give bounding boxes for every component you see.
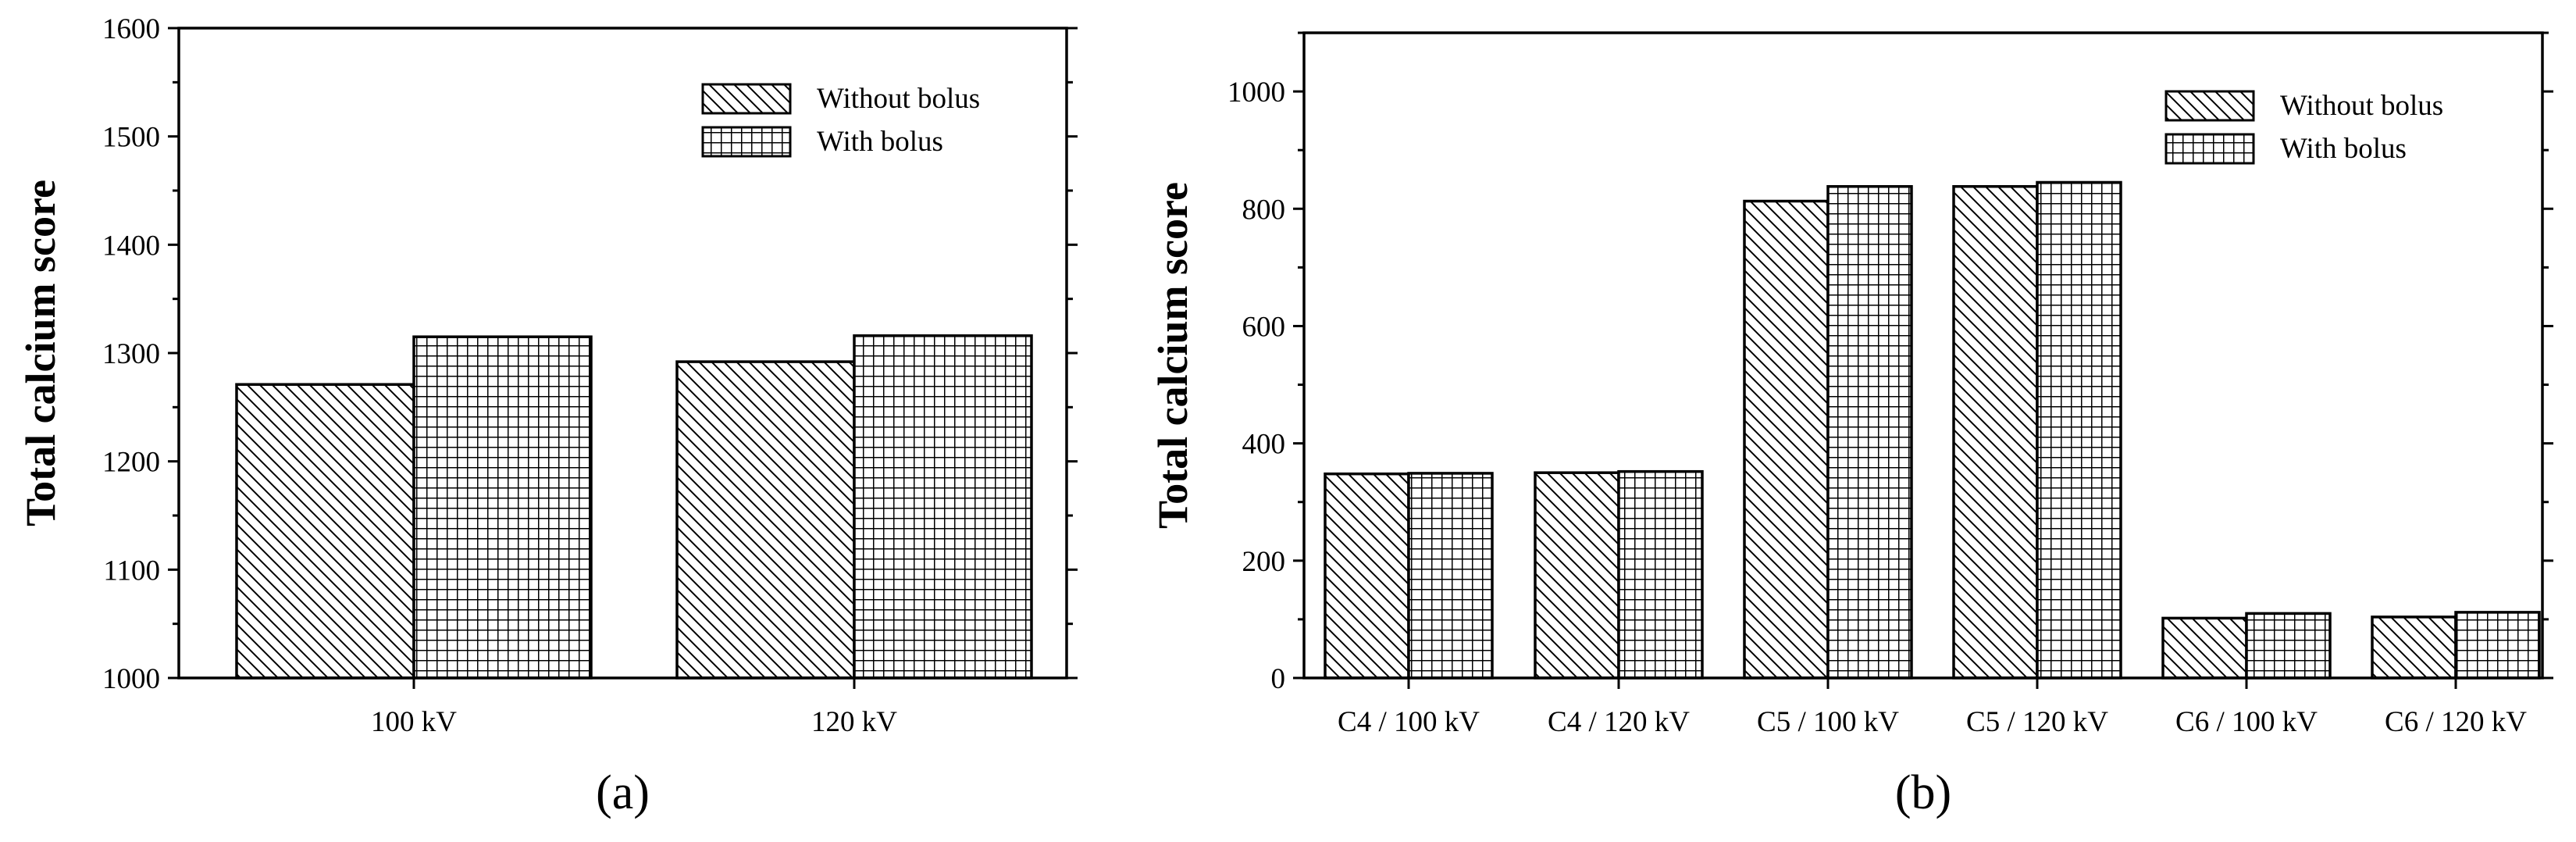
x-tick-label: 120 kV [811, 706, 897, 738]
bar-with-bolus-2 [1617, 469, 1704, 680]
legend-swatch-without-bolus [2164, 90, 2255, 122]
y-tick-label: 1100 [103, 555, 160, 587]
bar-with-bolus-2 [853, 334, 1033, 680]
legend-swatch-with-bolus [701, 126, 792, 158]
panel-label: (b) [1895, 766, 1951, 819]
bar-with-bolus-6 [2454, 611, 2541, 680]
y-tick-label: 800 [1242, 194, 1286, 226]
chart-panel-a: 1000 1100 1200 1300 1400 1500 1600 100 kV 120 kV… [17, 13, 1078, 819]
y-axis-title: Total calcium score [1149, 182, 1196, 529]
plot-frame [1302, 31, 2544, 680]
x-tick-label: C6 / 120 kV [2385, 706, 2527, 738]
legend-label-with-bolus: With bolus [2280, 133, 2407, 165]
y-tick-label: 200 [1242, 546, 1286, 578]
x-tick-label: C5 / 120 kV [1966, 706, 2108, 738]
legend-label-without-bolus: Without bolus [2280, 90, 2443, 122]
bar-without-bolus-5 [2161, 616, 2248, 680]
bar-with-bolus-5 [2245, 612, 2332, 680]
y-axis-title: Total calcium score [17, 180, 64, 526]
y-tick-label: 1500 [102, 122, 160, 154]
bar-with-bolus-3 [1826, 184, 1913, 680]
bar-without-bolus-2 [675, 360, 856, 680]
y-tick-label: 1200 [102, 447, 160, 479]
bar-with-bolus-4 [2036, 180, 2122, 680]
y-tick-label: 600 [1242, 311, 1286, 343]
bar-without-bolus-3 [1743, 199, 1830, 680]
legend-swatch-without-bolus [701, 83, 792, 115]
x-tick-label: C5 / 100 kV [1757, 706, 1899, 738]
bar-with-bolus-1 [1407, 472, 1494, 680]
y-tick-label: 1600 [102, 13, 160, 45]
legend-label-with-bolus: With bolus [817, 126, 943, 158]
bar-with-bolus-1 [412, 335, 593, 680]
bar-without-bolus-2 [1534, 471, 1620, 680]
y-tick-label: 0 [1271, 663, 1286, 695]
legend-label-without-bolus: Without bolus [817, 83, 980, 115]
bar-without-bolus-6 [2371, 615, 2457, 680]
x-tick-label: C4 / 120 kV [1548, 706, 1690, 738]
bar-without-bolus-1 [235, 383, 415, 680]
y-tick-label: 400 [1242, 429, 1286, 461]
legend-swatch-with-bolus [2164, 133, 2255, 165]
x-tick-label: 100 kV [371, 706, 457, 738]
y-tick-label: 1000 [102, 663, 160, 695]
chart-panel-b: 0 200 400 600 800 1000 C4 / 100 kV C4 / 120 kV C… [1149, 31, 2553, 819]
bar-without-bolus-1 [1324, 472, 1410, 680]
panel-label: (a) [596, 766, 650, 819]
bar-without-bolus-4 [1952, 184, 2039, 680]
x-tick-label: C6 / 100 kV [2175, 706, 2318, 738]
y-tick-label: 1400 [102, 230, 160, 262]
x-tick-label: C4 / 100 kV [1338, 706, 1480, 738]
y-tick-label: 1000 [1227, 77, 1285, 109]
y-tick-label: 1300 [102, 338, 160, 370]
